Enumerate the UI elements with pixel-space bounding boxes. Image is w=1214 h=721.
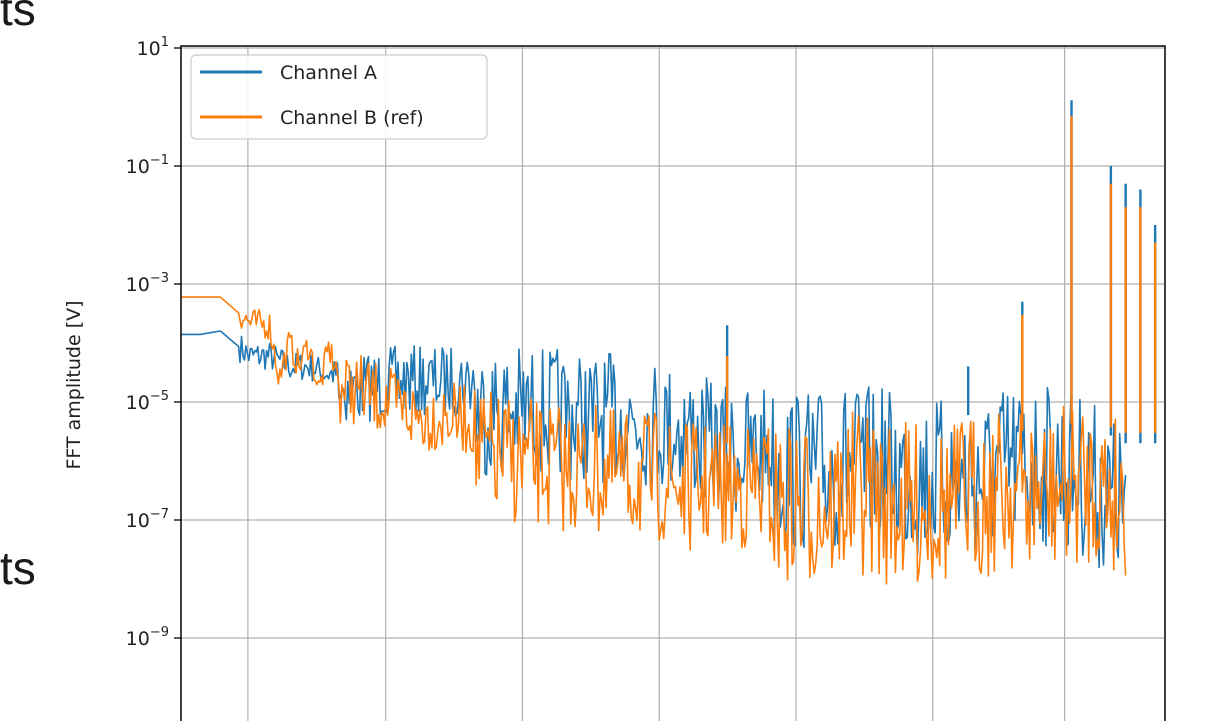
y-tick-label: 10−1 xyxy=(126,153,169,178)
y-tick-label: 101 xyxy=(137,35,169,60)
grid xyxy=(181,46,1165,721)
legend-label-channel-a: Channel A xyxy=(280,62,377,84)
partial-text-mid: ts xyxy=(0,542,36,594)
legend-label-channel-b: Channel B (ref) xyxy=(280,107,424,129)
y-tick-label: 10−9 xyxy=(126,625,169,650)
legend: Channel A Channel B (ref) xyxy=(190,54,488,140)
y-tick-label: 10−5 xyxy=(126,389,169,414)
plot-frame xyxy=(180,45,1166,721)
series-area xyxy=(181,100,1157,585)
y-tick-label: 10−3 xyxy=(126,271,169,296)
partial-text-top: ts xyxy=(0,0,36,35)
legend-box xyxy=(190,54,488,140)
series-line-channel-b xyxy=(181,296,1127,585)
y-tick-label: 10−7 xyxy=(126,507,169,532)
y-axis-label: FFT amplitude [V] xyxy=(63,300,85,469)
y-axis-ticks: 101 10−1 10−3 10−5 10−7 10−9 xyxy=(126,35,181,650)
